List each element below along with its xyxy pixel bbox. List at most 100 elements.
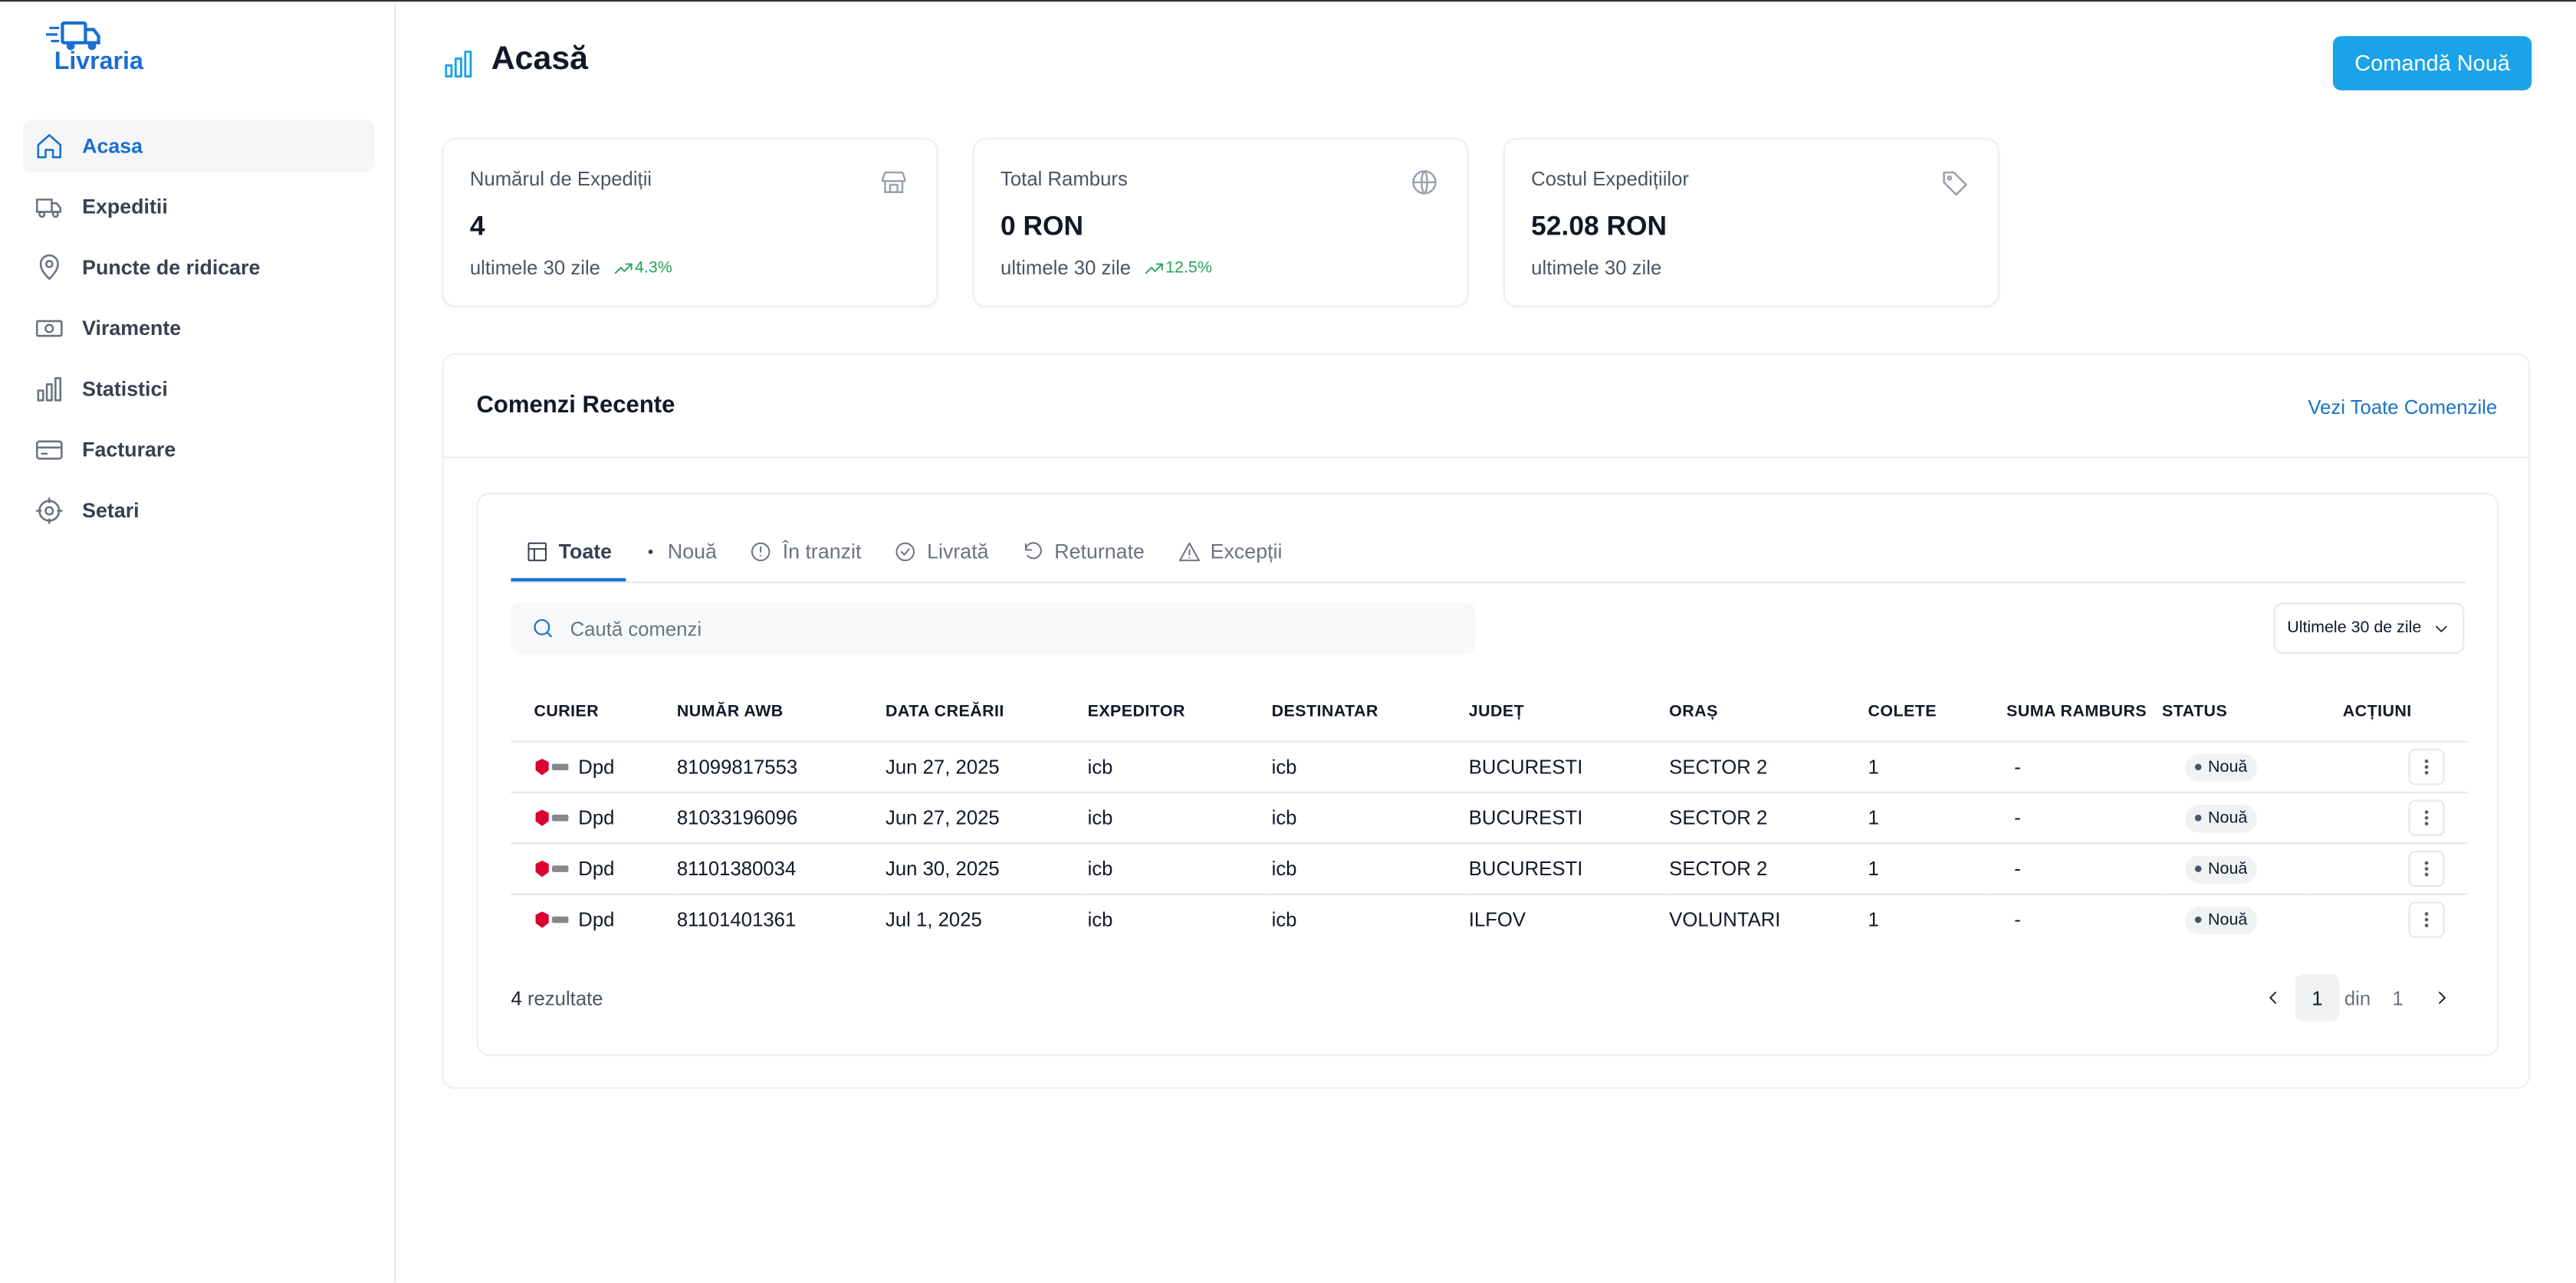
icon xyxy=(751,542,771,562)
cell: Jun 27, 2025 xyxy=(886,741,1088,794)
icon xyxy=(2424,861,2429,877)
status-badge: Nouă xyxy=(2185,906,2258,934)
period-filter-text: Ultimele 30 de zile xyxy=(2287,619,2422,638)
count: 4 xyxy=(511,986,522,1010)
table-body: Dpd 81099817553 Jun 27, 2025 icb icb BUCUREST… xyxy=(511,741,2468,945)
orders-box: Toate Nouă În tranzit Livrată Returnate Excep… xyxy=(476,492,2499,1056)
dpd-logo xyxy=(535,860,569,878)
cell: BUCURESTI xyxy=(1468,792,1670,845)
stat-change-text: 12.5% xyxy=(1165,258,1212,277)
stat-card: Numărul de Expediții 4 ultimele 30 zile 4.… xyxy=(442,138,938,307)
tab[interactable]: Toate xyxy=(511,524,627,582)
nav-item[interactable]: Facturare xyxy=(23,424,375,477)
icon xyxy=(896,542,915,562)
stat-value: 4 xyxy=(469,212,485,242)
recent-orders-panel: Comenzi Recente Vezi Toate Comenzile Toate… xyxy=(442,353,2531,1089)
column-header: STATUS xyxy=(2162,681,2312,743)
orders-table: CURIER NUMĂR AWB DATA CREĂRII EXPEDITOR DEST… xyxy=(511,681,2468,945)
nav-item[interactable]: Acasa xyxy=(23,120,375,173)
cell: BUCURESTI xyxy=(1468,843,1670,895)
courier-cell: Dpd xyxy=(511,792,677,845)
cell: VOLUNTARI xyxy=(1669,908,1781,932)
nav-item-text: Statistici xyxy=(82,377,168,401)
status-badge-text: Nouă xyxy=(2208,758,2248,777)
cell: icb xyxy=(1271,741,1469,794)
cell: 1 xyxy=(1868,843,1992,895)
tab-text: Excepții xyxy=(1210,540,1283,564)
view-all-link[interactable]: Vezi Toate Comenzile xyxy=(2308,395,2498,419)
results-count: 4 rezultate xyxy=(511,987,603,1010)
nav-item-text: Setari xyxy=(82,499,140,523)
icon xyxy=(2424,759,2429,775)
nav-item-text: Acasa xyxy=(82,134,143,158)
tab[interactable]: Returnate xyxy=(1007,524,1159,580)
icon xyxy=(1145,262,1164,274)
actions-button[interactable] xyxy=(2408,851,2445,888)
logo-truck xyxy=(46,21,100,51)
count-label: rezultate xyxy=(527,986,603,1010)
status-cell: Nouă xyxy=(2162,843,2312,895)
cell: 81101401361 xyxy=(676,908,797,932)
cod-cell: - xyxy=(1991,843,2163,895)
icon xyxy=(649,550,654,554)
new-order-button[interactable]: Comandă Nouă xyxy=(2332,36,2532,90)
nav-item[interactable]: Statistici xyxy=(23,363,375,416)
courier-cell: Dpd xyxy=(511,843,677,895)
status-dot xyxy=(2194,763,2202,771)
courier-cell: Dpd xyxy=(511,894,676,944)
dpd-logo xyxy=(535,911,569,928)
table-head: CURIER NUMĂR AWB DATA CREĂRII EXPEDITOR DEST… xyxy=(511,681,2468,743)
actions-button[interactable] xyxy=(2408,749,2445,786)
tab-text: În tranzit xyxy=(782,540,862,564)
icon xyxy=(2424,912,2429,927)
icon xyxy=(881,171,906,194)
stat-period-text: ultimele 30 zile xyxy=(1531,256,1662,280)
cell: 81101380034 xyxy=(676,843,886,895)
nav-item[interactable]: Setari xyxy=(23,484,375,537)
icon xyxy=(2439,991,2446,1004)
nav-item-text: Facturare xyxy=(82,438,176,462)
tab-text: Returnate xyxy=(1054,540,1145,564)
cell: BUCURESTI xyxy=(1468,741,1670,794)
column-header: JUDEȚ xyxy=(1468,681,1670,743)
cell: SECTOR 2 xyxy=(1669,843,1868,895)
cell: icb xyxy=(1087,908,1113,932)
logo-icon xyxy=(46,18,161,77)
column-header: SUMA RAMBURS xyxy=(1991,681,2163,743)
next-page[interactable] xyxy=(2420,974,2464,1022)
courier-cell-text: Dpd xyxy=(578,908,615,932)
nav-item[interactable]: Puncte de ridicare xyxy=(23,241,375,294)
search-input[interactable]: Caută comenzi xyxy=(511,602,1476,654)
status-badge: Nouă xyxy=(2185,804,2258,832)
tab[interactable]: Livrată xyxy=(879,524,1004,580)
brand-name: Livraria xyxy=(54,48,143,76)
icon xyxy=(527,541,547,561)
cell: ILFOV xyxy=(1468,908,1526,932)
actions-button[interactable] xyxy=(2408,901,2445,938)
status-dot xyxy=(2194,917,2202,924)
nav-item[interactable]: Expeditii xyxy=(23,181,375,234)
period-filter[interactable]: Ultimele 30 de zile xyxy=(2273,602,2465,654)
stat-period-text: ultimele 30 zile xyxy=(1001,256,1132,280)
tab[interactable]: În tranzit xyxy=(735,524,876,580)
cell: Jun 30, 2025 xyxy=(886,843,1088,895)
prev-page[interactable] xyxy=(2251,974,2295,1022)
status-badge-text: Nouă xyxy=(2208,809,2248,828)
actions-button[interactable] xyxy=(2408,799,2445,836)
cell: Jun 27, 2025 xyxy=(886,792,1088,845)
stat-period: ultimele 30 zile 4.3% xyxy=(470,256,672,279)
icon xyxy=(2435,625,2447,632)
nav-item[interactable]: Viramente xyxy=(23,302,375,355)
nav-item-text: Viramente xyxy=(82,317,182,340)
current-page[interactable]: 1 xyxy=(2295,973,2340,1022)
icon xyxy=(35,497,63,524)
tab[interactable]: Excepții xyxy=(1163,524,1297,580)
stat-value: 52.08 RON xyxy=(1531,212,1668,242)
tab[interactable]: Nouă xyxy=(630,524,732,580)
cell: icb xyxy=(1087,741,1272,794)
stat-period-text: ultimele 30 zile xyxy=(469,256,600,280)
header-icon xyxy=(442,48,475,89)
icon xyxy=(35,199,62,218)
icon xyxy=(1024,542,1042,559)
